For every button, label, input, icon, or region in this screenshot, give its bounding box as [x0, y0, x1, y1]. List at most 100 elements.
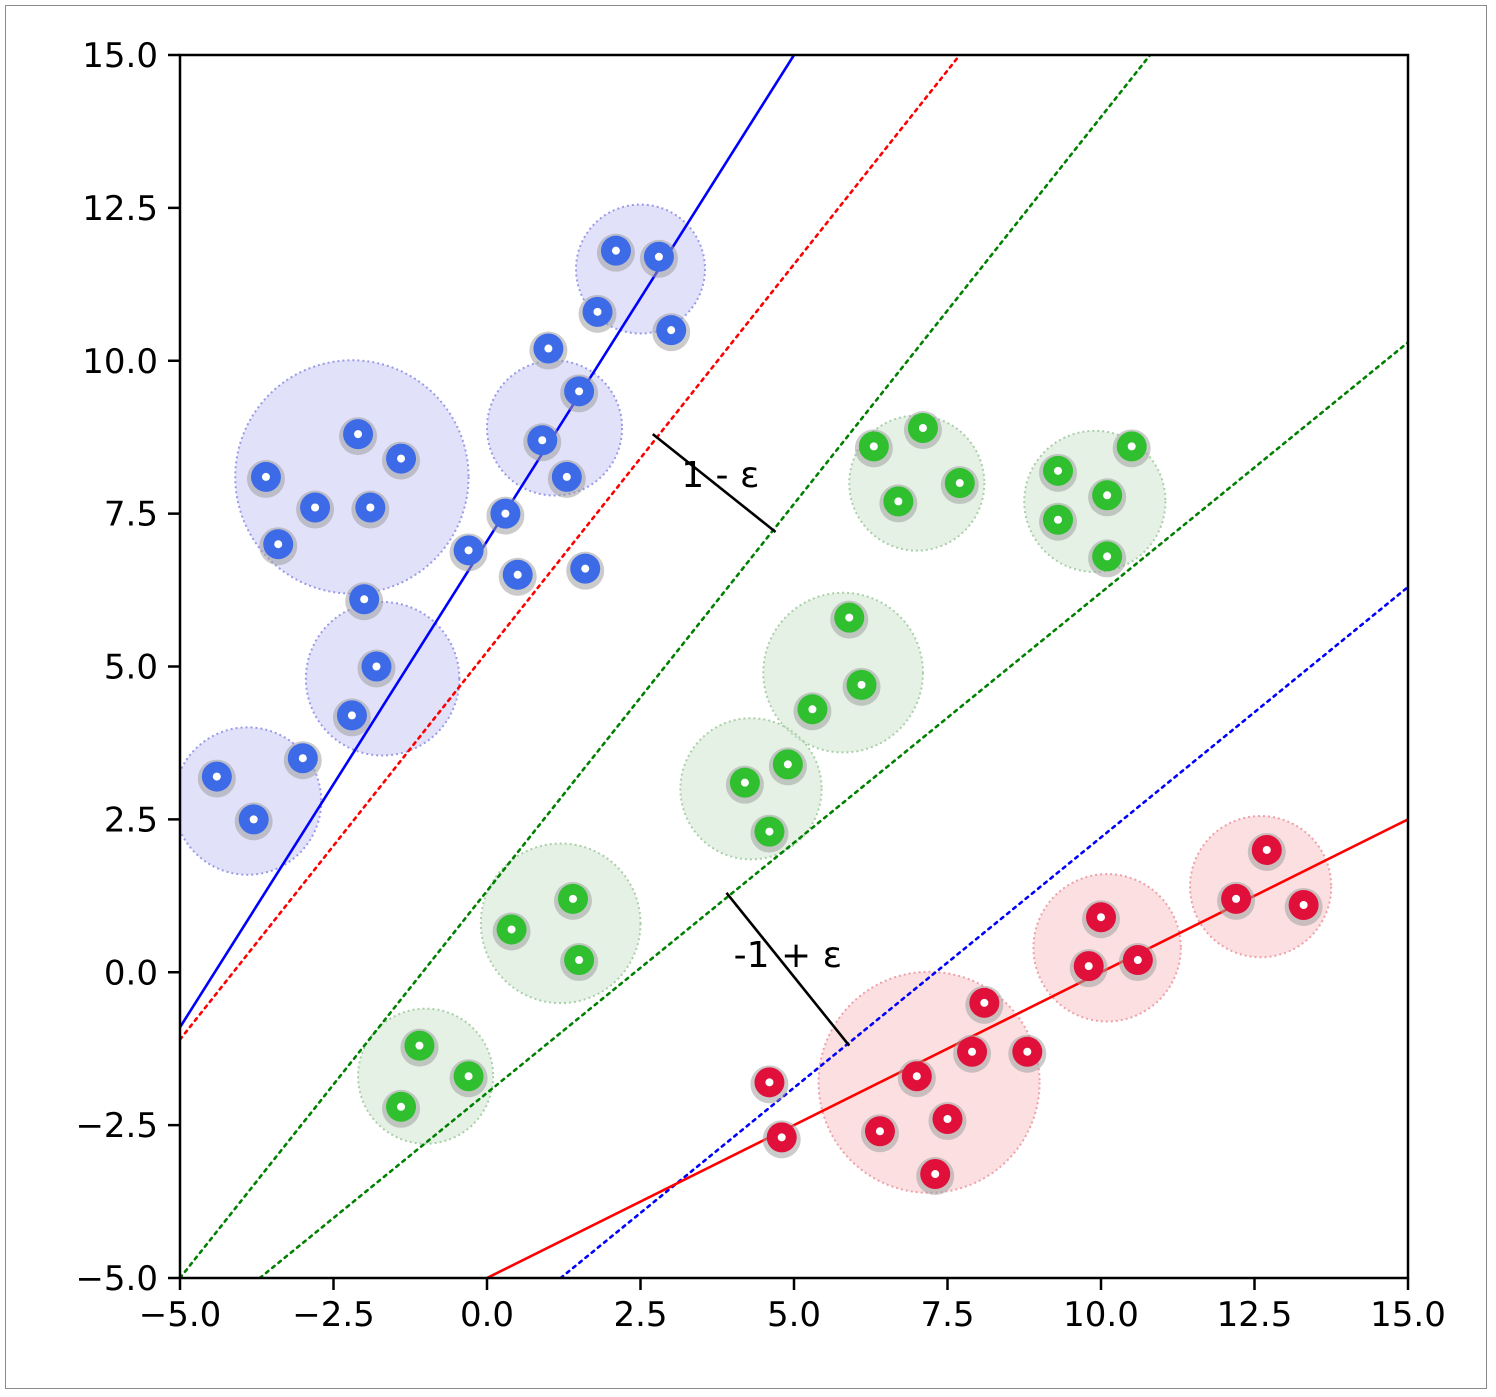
blue-point-6: [523, 423, 562, 462]
blue-point-10: [246, 459, 285, 498]
blue-point-highlight: [562, 472, 571, 481]
blue-point-22: [197, 759, 236, 798]
green-point-3: [879, 484, 918, 523]
blue-point-23: [234, 802, 273, 841]
red-point-highlight: [1262, 845, 1271, 854]
blue-point-7: [547, 459, 586, 498]
green-point-highlight: [918, 424, 927, 433]
green-point-highlight: [808, 705, 817, 714]
green-point-4: [1039, 453, 1078, 492]
blue-point-13: [259, 527, 298, 566]
blue-point-highlight: [366, 503, 375, 512]
green-point-highlight: [568, 894, 577, 903]
red-point-highlight: [968, 1047, 977, 1056]
green-point-highlight: [783, 760, 792, 769]
green-point-19: [449, 1059, 488, 1098]
blue-point-highlight: [611, 246, 620, 255]
blue-point-12: [351, 490, 390, 529]
blue-point-17: [566, 551, 605, 590]
green-point-20: [382, 1089, 421, 1128]
green-point-13: [725, 765, 764, 804]
red-point-10: [750, 1065, 789, 1104]
blue-point-highlight: [372, 662, 381, 671]
blue-point-highlight: [298, 754, 307, 763]
blue-point-highlight: [538, 436, 547, 445]
blue-point-19: [357, 649, 396, 688]
green-point-6: [1088, 478, 1127, 517]
red-point-highlight: [1133, 956, 1142, 965]
green-point-highlight: [464, 1072, 473, 1081]
annotation-pointer-1: [725, 891, 851, 1047]
x-tick-label: −5.0: [139, 1295, 222, 1335]
x-tick-label: 0.0: [460, 1295, 514, 1335]
red-point-highlight: [1097, 913, 1105, 922]
blue-point-highlight: [261, 472, 270, 481]
green-point-highlight: [857, 680, 866, 689]
red-point-0: [1247, 832, 1286, 871]
green-dotted-line-3: [258, 341, 1408, 1278]
y-tick-label: 0.0: [104, 953, 158, 993]
blue-point-highlight: [654, 252, 663, 261]
red-point-7: [953, 1034, 992, 1073]
blue-point-highlight: [544, 344, 553, 353]
red-point-highlight: [765, 1078, 774, 1087]
green-point-highlight: [1103, 552, 1112, 561]
red-point-9: [897, 1059, 936, 1098]
y-tick-label: 10.0: [82, 342, 158, 382]
green-point-8: [1088, 539, 1127, 578]
red-point-11: [928, 1102, 967, 1141]
green-point-highlight: [1103, 491, 1112, 500]
blue-point-highlight: [464, 546, 473, 555]
blue-point-8: [339, 417, 378, 456]
green-dotted-line-2: [180, 55, 1152, 1278]
annotation-pointer-0: [651, 433, 777, 533]
green-point-highlight: [845, 613, 854, 622]
y-tick-label: 5.0: [104, 648, 158, 688]
red-point-highlight: [777, 1133, 786, 1142]
green-point-9: [830, 600, 869, 639]
red-point-highlight: [980, 998, 989, 1007]
green-point-highlight: [869, 442, 878, 451]
blue-point-highlight: [354, 430, 363, 439]
blue-point-highlight: [501, 509, 510, 518]
blue-point-highlight: [575, 387, 584, 396]
red-point-5: [1118, 943, 1157, 982]
blue-point-highlight: [513, 570, 522, 579]
blue-solid-line-0: [180, 55, 796, 1028]
blue-point-5: [560, 374, 599, 413]
x-tick-label: 2.5: [613, 1295, 667, 1335]
blue-point-highlight: [212, 772, 221, 781]
green-point-18: [400, 1028, 439, 1067]
blue-dotted-line-4: [559, 585, 1408, 1278]
green-point-highlight: [1054, 515, 1063, 524]
green-point-highlight: [740, 778, 749, 787]
red-dotted-line-1: [180, 55, 962, 1041]
x-tick-label: 12.5: [1217, 1295, 1293, 1335]
red-point-highlight: [1299, 900, 1308, 909]
green-point-0: [854, 429, 893, 468]
blue-point-14: [486, 496, 525, 535]
red-point-2: [1284, 887, 1323, 926]
y-tick-label: 15.0: [82, 36, 158, 76]
red-point-13: [762, 1120, 801, 1159]
green-point-highlight: [955, 479, 964, 488]
blue-point-15: [449, 533, 488, 572]
blue-point-1: [639, 239, 678, 278]
red-point-4: [1069, 949, 1108, 988]
red-point-highlight: [1023, 1047, 1032, 1056]
green-point-7: [1039, 502, 1078, 541]
blue-point-20: [332, 698, 371, 737]
blue-point-highlight: [347, 711, 356, 720]
green-point-10: [842, 667, 881, 706]
y-tick-label: −2.5: [75, 1106, 158, 1146]
green-point-2: [940, 466, 979, 505]
green-point-12: [768, 747, 807, 786]
blue-point-highlight: [311, 503, 320, 512]
green-point-11: [793, 692, 832, 731]
x-tick-label: 10.0: [1063, 1295, 1139, 1335]
green-point-highlight: [415, 1041, 424, 1050]
green-point-highlight: [765, 827, 774, 836]
blue-point-9: [382, 441, 421, 480]
y-tick-label: 12.5: [82, 189, 158, 229]
